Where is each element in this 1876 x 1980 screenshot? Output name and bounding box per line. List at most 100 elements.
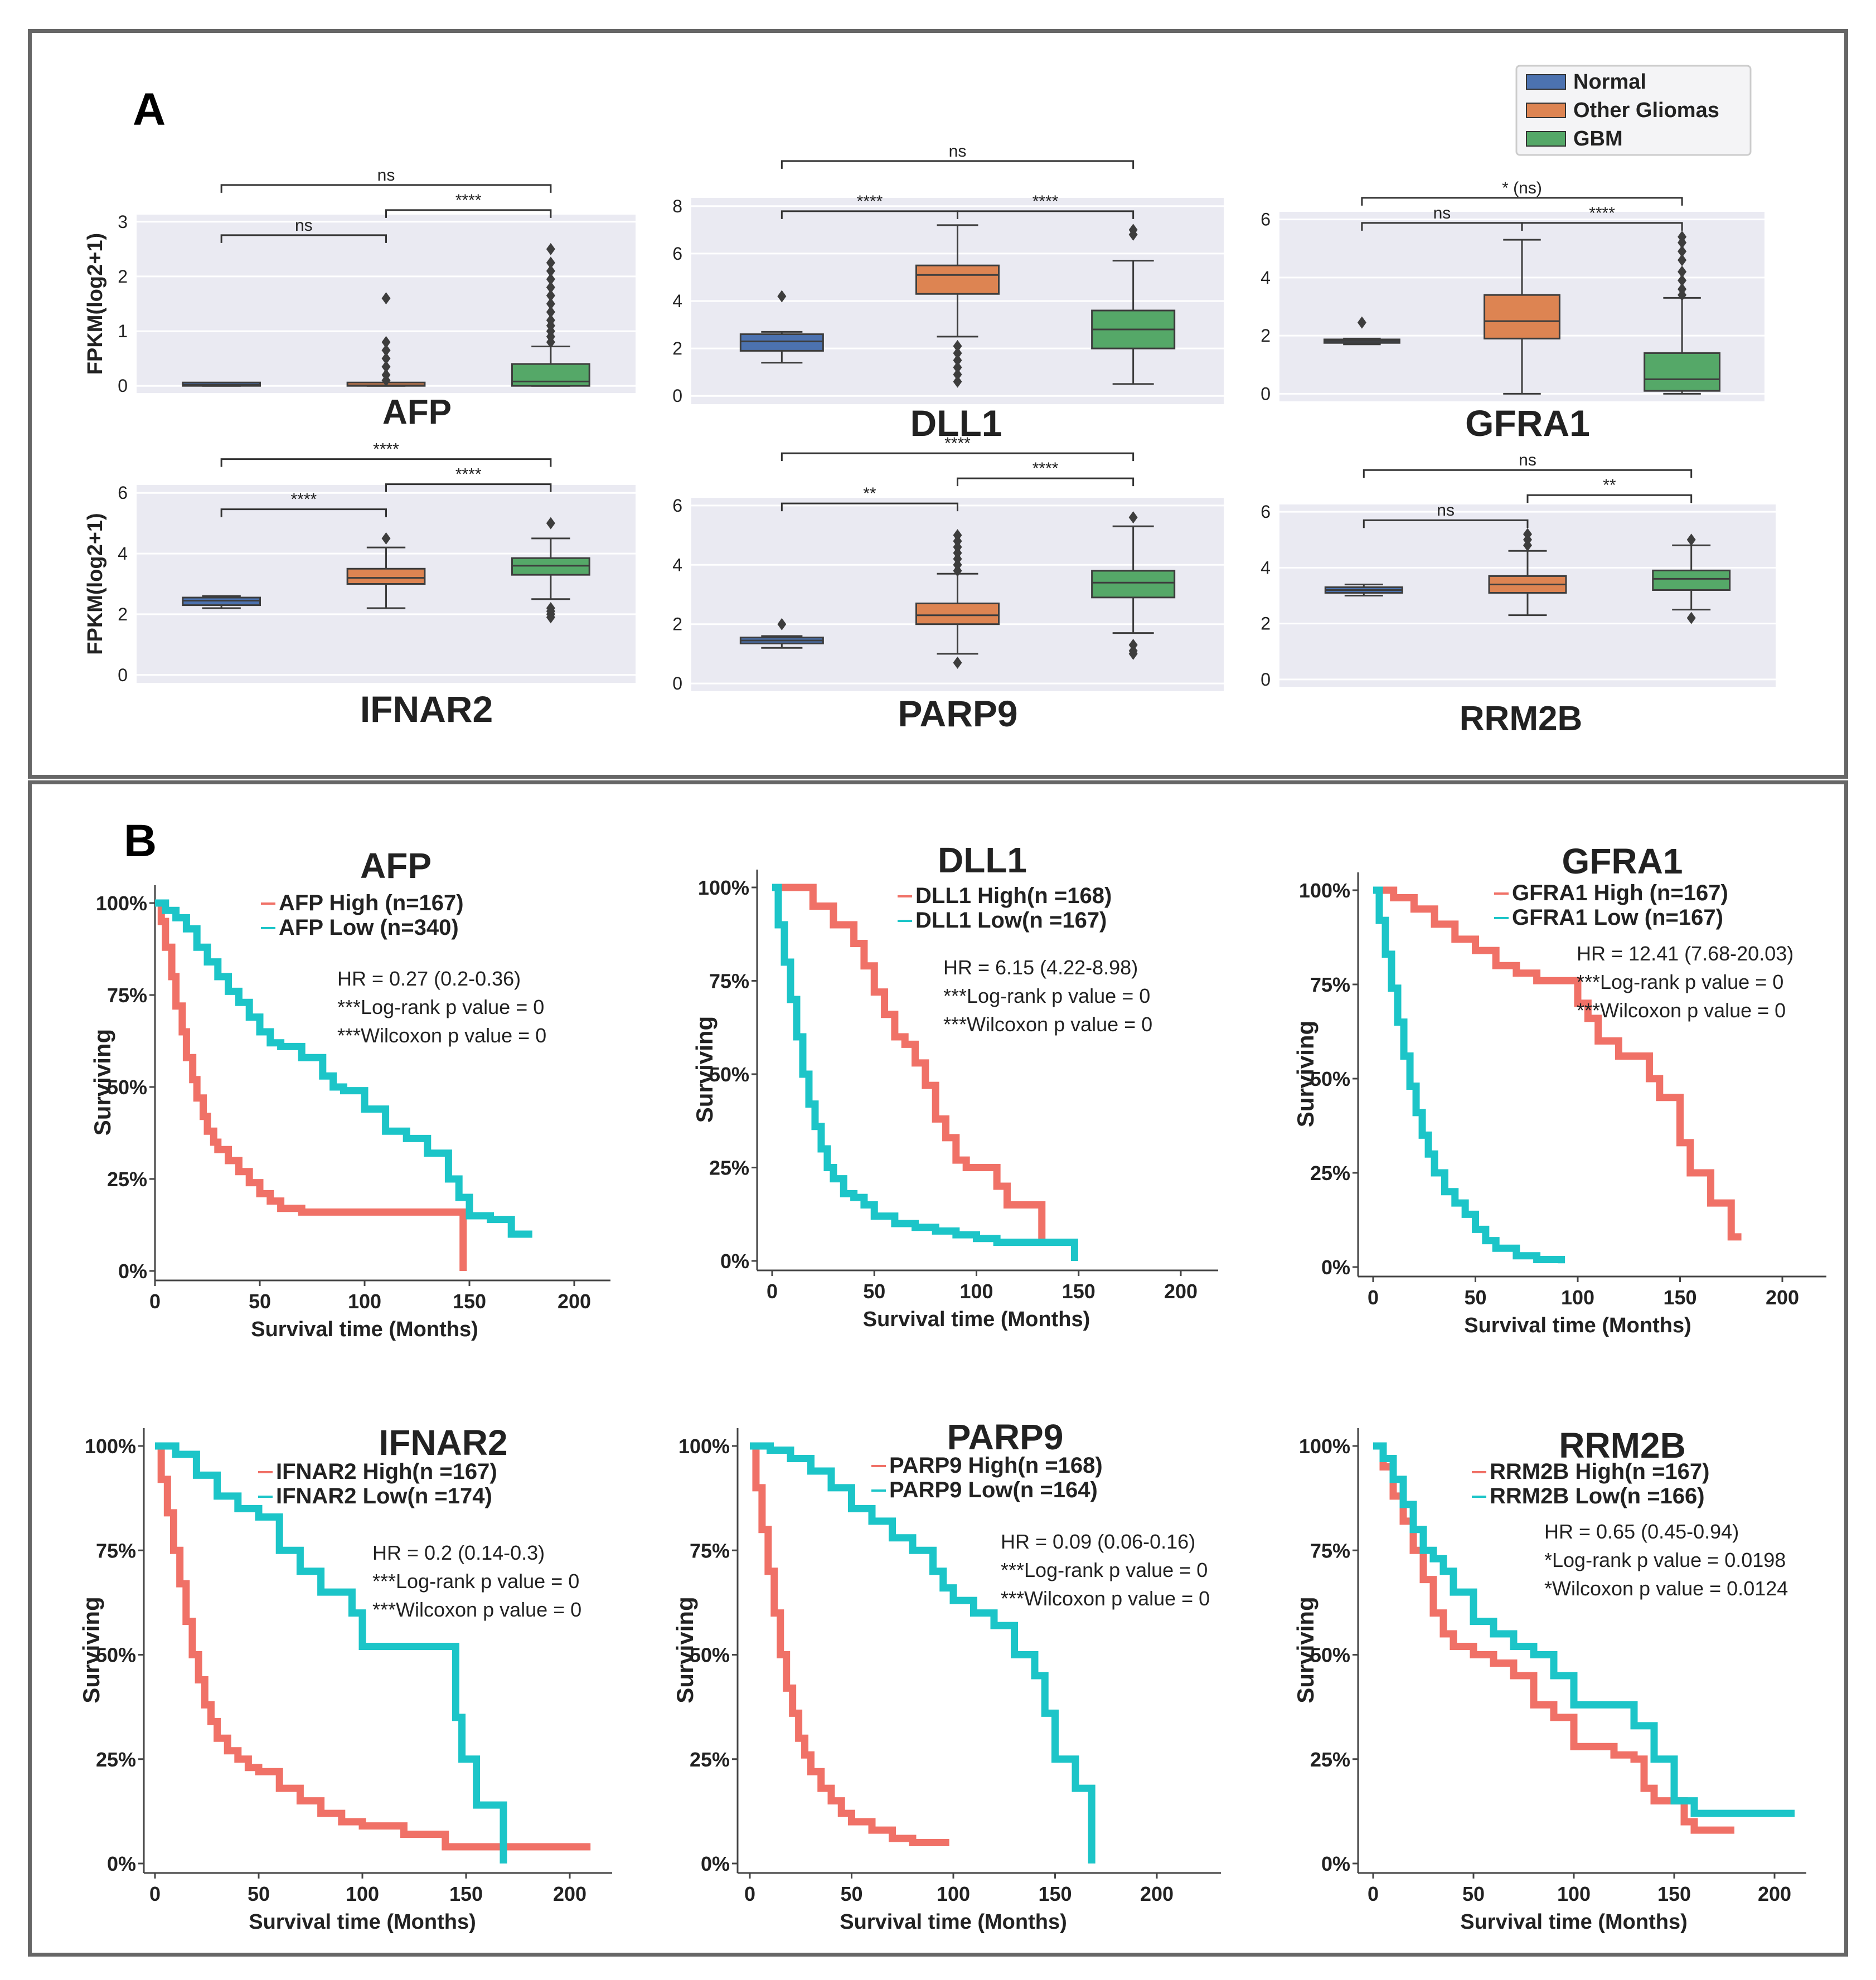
y-axis-label: Surviving bbox=[1292, 1596, 1318, 1703]
x-tick-label: 150 bbox=[1062, 1280, 1095, 1303]
outlier-point bbox=[381, 344, 391, 357]
outlier-point bbox=[1128, 638, 1138, 651]
x-tick-label: 100 bbox=[937, 1882, 970, 1905]
survival-curve-low bbox=[155, 1442, 507, 1863]
legend-entry-1: Other Gliomas bbox=[1573, 99, 1719, 122]
significance-label: **** bbox=[1589, 204, 1615, 222]
stat-text-1: ***Log-rank p value = 0 bbox=[1577, 970, 1783, 993]
y-tick-label: 100% bbox=[698, 876, 749, 899]
y-tick-label: 50% bbox=[690, 1644, 730, 1667]
y-tick-label: 0 bbox=[1261, 384, 1271, 404]
survival-curve-low bbox=[750, 1442, 1095, 1863]
km-title: AFP bbox=[360, 846, 432, 886]
y-tick-label: 25% bbox=[107, 1168, 147, 1191]
legend-entry-high: AFP High (n=167) bbox=[279, 891, 464, 915]
x-tick-label: 100 bbox=[1557, 1882, 1591, 1905]
km-chart-2: 0% 25% 50% 75% 100% 0 50 100 150 200 Survival time… bbox=[1292, 841, 1826, 1337]
x-tick-label: 50 bbox=[1462, 1882, 1485, 1905]
legend-entry-high: PARP9 High(n =168) bbox=[889, 1453, 1103, 1478]
box-normal bbox=[739, 618, 824, 649]
x-axis-label: Survival time (Months) bbox=[251, 1318, 478, 1341]
outlier-point bbox=[777, 618, 787, 630]
legend-swatch-0 bbox=[1526, 74, 1566, 90]
boxplot-chart-5: 0 2 4 6 ns ** ns RRM2B bbox=[1261, 451, 1776, 738]
y-tick-label: 25% bbox=[1310, 1748, 1350, 1771]
significance-bracket bbox=[385, 483, 552, 492]
y-tick-label: 6 bbox=[672, 244, 682, 264]
legend-entry-high: IFNAR2 High(n =167) bbox=[276, 1459, 497, 1484]
stat-text-1: ***Log-rank p value = 0 bbox=[943, 984, 1150, 1007]
significance-label: **** bbox=[857, 192, 883, 211]
x-tick-label: 100 bbox=[1561, 1286, 1594, 1309]
outlier-point bbox=[381, 292, 391, 305]
outlier-point bbox=[1678, 274, 1687, 287]
survival-curve-high bbox=[772, 884, 1048, 1246]
y-tick-label: 0 bbox=[672, 386, 682, 406]
y-tick-label: 25% bbox=[690, 1748, 730, 1771]
y-tick-label: 25% bbox=[709, 1157, 749, 1180]
box-normal bbox=[739, 290, 824, 364]
km-chart-1: 0% 25% 50% 75% 100% 0 50 100 150 200 Survival time… bbox=[691, 840, 1218, 1331]
significance-label: ns bbox=[1437, 501, 1455, 520]
box-gbm bbox=[511, 242, 590, 387]
survival-curve-high bbox=[750, 1442, 949, 1847]
y-tick-label: 75% bbox=[1310, 973, 1350, 996]
stat-text-0: HR = 0.2 (0.14-0.3) bbox=[372, 1541, 545, 1564]
y-tick-label: 50% bbox=[709, 1063, 749, 1086]
box-iqr bbox=[1091, 570, 1176, 599]
significance-label: ns bbox=[295, 216, 313, 235]
y-tick-label: 8 bbox=[672, 196, 682, 216]
significance-bracket bbox=[220, 234, 387, 243]
y-tick-label: 50% bbox=[1310, 1067, 1350, 1090]
outlier-point bbox=[953, 656, 962, 669]
significance-label: **** bbox=[944, 434, 971, 453]
y-tick-label: 1 bbox=[118, 321, 128, 341]
legend-frame bbox=[1515, 65, 1752, 156]
stat-text-1: ***Log-rank p value = 0 bbox=[1001, 1559, 1208, 1581]
box-normal bbox=[182, 381, 261, 387]
x-tick-label: 0 bbox=[767, 1280, 778, 1303]
box-iqr bbox=[1652, 569, 1731, 591]
significance-bracket bbox=[1361, 197, 1683, 206]
boxplot-title: DLL1 bbox=[910, 402, 1002, 444]
outlier-point bbox=[546, 242, 555, 255]
y-tick-label: 6 bbox=[118, 483, 128, 503]
significance-label: ns bbox=[1519, 451, 1536, 469]
x-tick-label: 0 bbox=[1368, 1882, 1379, 1905]
y-tick-label: 75% bbox=[107, 984, 147, 1007]
x-tick-label: 150 bbox=[1038, 1882, 1072, 1905]
box-other-gliomas bbox=[346, 292, 426, 387]
survival-curve-high bbox=[1373, 886, 1742, 1241]
y-tick-label: 0 bbox=[672, 673, 682, 693]
outlier-point bbox=[1357, 316, 1366, 329]
significance-bracket bbox=[385, 209, 552, 218]
km-title: RRM2B bbox=[1559, 1425, 1686, 1465]
outlier-point bbox=[546, 517, 555, 530]
y-tick-label: 100% bbox=[85, 1435, 136, 1458]
outlier-point bbox=[546, 281, 555, 294]
legend-entry-2: GBM bbox=[1573, 127, 1623, 151]
km-title: GFRA1 bbox=[1562, 841, 1683, 881]
significance-label: ** bbox=[863, 484, 876, 503]
stat-text-0: HR = 0.65 (0.45-0.94) bbox=[1544, 1520, 1739, 1543]
legend-entry-low: PARP9 Low(n =164) bbox=[889, 1478, 1098, 1502]
y-tick-label: 25% bbox=[96, 1748, 136, 1771]
significance-bracket bbox=[220, 184, 552, 193]
y-tick-label: 0% bbox=[107, 1852, 136, 1875]
y-tick-label: 4 bbox=[672, 291, 682, 311]
legend-entry-high: RRM2B High(n =167) bbox=[1490, 1459, 1710, 1484]
box-iqr bbox=[346, 567, 426, 585]
x-tick-label: 150 bbox=[449, 1882, 483, 1905]
legend-entry-low: RRM2B Low(n =166) bbox=[1490, 1484, 1705, 1508]
y-tick-label: 100% bbox=[678, 1435, 730, 1458]
outlier-point bbox=[953, 361, 962, 374]
boxplot-chart-3: 0 2 4 6 FPKM(log2+1) **** **** **** IFNAR2 bbox=[84, 440, 636, 730]
stat-text-1: ***Log-rank p value = 0 bbox=[372, 1570, 579, 1593]
y-axis-label: Surviving bbox=[691, 1016, 718, 1123]
y-tick-label: 4 bbox=[1261, 268, 1271, 288]
significance-label: ns bbox=[377, 166, 395, 185]
x-axis-label: Survival time (Months) bbox=[840, 1910, 1067, 1934]
boxplot-title: AFP bbox=[382, 393, 452, 431]
significance-bracket bbox=[1363, 469, 1693, 478]
